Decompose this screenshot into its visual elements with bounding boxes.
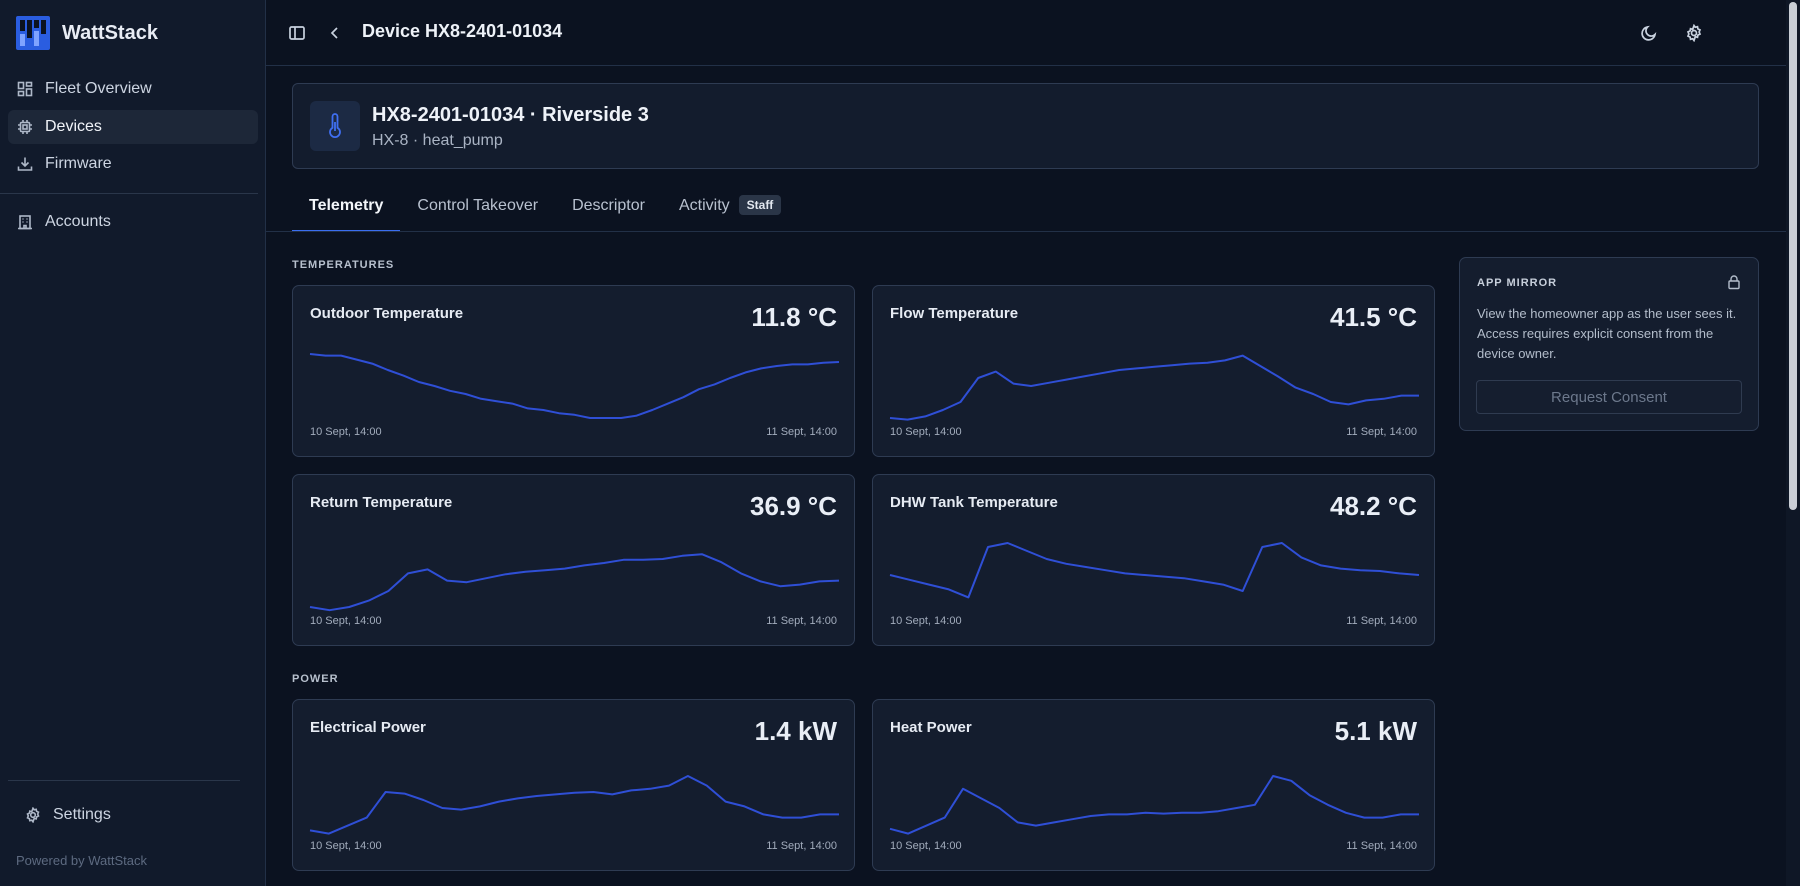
sidebar-item-label: Accounts bbox=[45, 213, 111, 230]
device-title: HX8-2401-01034 · Riverside 3 bbox=[372, 104, 649, 126]
section-title-power: POWER bbox=[292, 673, 339, 685]
sparkline-chart bbox=[890, 535, 1419, 615]
gear-icon bbox=[26, 807, 40, 823]
metric-card-flow-temperature[interactable]: Flow Temperature 41.5 °C 10 Sept, 14:00 … bbox=[872, 285, 1435, 457]
range-end-label: 11 Sept, 14:00 bbox=[1346, 426, 1417, 438]
metric-title: Flow Temperature bbox=[890, 305, 1019, 322]
sidebar-item-fleet-overview[interactable]: Fleet Overview bbox=[8, 72, 258, 106]
range-start-label: 10 Sept, 14:00 bbox=[310, 426, 382, 438]
powered-by: Powered by WattStack bbox=[16, 853, 148, 868]
metric-card-heat-power[interactable]: Heat Power 5.1 kW 10 Sept, 14:00 11 Sept… bbox=[872, 699, 1435, 871]
series-line bbox=[890, 776, 1419, 834]
app-name: WattStack bbox=[62, 21, 158, 44]
metric-card-return-temperature[interactable]: Return Temperature 36.9 °C 10 Sept, 14:0… bbox=[292, 474, 855, 646]
range-end-label: 11 Sept, 14:00 bbox=[766, 615, 837, 627]
tab-label: Telemetry bbox=[309, 197, 384, 214]
sidebar-item-firmware[interactable]: Firmware bbox=[8, 147, 258, 181]
sidebar-item-accounts[interactable]: Accounts bbox=[8, 205, 258, 239]
brand[interactable]: WattStack bbox=[16, 16, 158, 50]
device-header-card: HX8-2401-01034 · Riverside 3 HX-8 · heat… bbox=[292, 83, 1759, 169]
series-line bbox=[310, 776, 839, 834]
download-icon bbox=[17, 157, 33, 171]
device-tabs: Telemetry Control Takeover Descriptor Ac… bbox=[292, 184, 798, 232]
page-title: Device HX8-2401-01034 bbox=[362, 21, 563, 41]
range-start-label: 10 Sept, 14:00 bbox=[890, 615, 962, 627]
building-icon bbox=[18, 215, 32, 230]
app-mirror-description: View the homeowner app as the user sees … bbox=[1477, 306, 1737, 361]
sidebar-item-label: Devices bbox=[45, 117, 102, 135]
request-consent-button[interactable]: Request Consent bbox=[1476, 380, 1742, 414]
sidebar-item-label: Settings bbox=[53, 806, 111, 823]
sparkline-chart bbox=[310, 760, 839, 840]
thermometer-icon bbox=[310, 101, 360, 151]
series-line bbox=[890, 356, 1419, 420]
tab-label: Control Takeover bbox=[417, 197, 539, 214]
gear-icon bbox=[1686, 24, 1702, 42]
range-end-label: 11 Sept, 14:00 bbox=[1346, 840, 1417, 852]
sidebar-item-devices[interactable]: Devices bbox=[8, 109, 258, 144]
metric-card-electrical-power[interactable]: Electrical Power 1.4 kW 10 Sept, 14:00 1… bbox=[292, 699, 855, 871]
chip-icon bbox=[18, 119, 32, 134]
sidebar-item-settings[interactable]: Settings bbox=[16, 798, 246, 832]
range-end-label: 11 Sept, 14:00 bbox=[1346, 615, 1417, 627]
tab-activity[interactable]: Activity Staff bbox=[662, 184, 798, 232]
footer-divider bbox=[8, 780, 240, 781]
metric-card-outdoor-temperature[interactable]: Outdoor Temperature 11.8 °C 10 Sept, 14:… bbox=[292, 285, 855, 457]
metric-title: Electrical Power bbox=[310, 719, 426, 736]
metric-title: DHW Tank Temperature bbox=[890, 494, 1058, 511]
sparkline-chart bbox=[890, 346, 1419, 426]
range-start-label: 10 Sept, 14:00 bbox=[890, 426, 962, 438]
section-title-temperatures: TEMPERATURES bbox=[292, 259, 395, 271]
chevron-left-icon bbox=[330, 27, 338, 39]
dashboard-icon bbox=[17, 81, 33, 97]
metric-value: 5.1 kW bbox=[1334, 716, 1417, 746]
page-scrollbar[interactable] bbox=[1786, 0, 1800, 886]
range-start-label: 10 Sept, 14:00 bbox=[310, 615, 382, 627]
metric-value: 1.4 kW bbox=[754, 716, 837, 746]
nav-divider bbox=[0, 193, 258, 194]
metric-value: 41.5 °C bbox=[1329, 302, 1417, 332]
device-subtitle: HX-8 · heat_pump bbox=[372, 132, 503, 149]
series-line bbox=[890, 543, 1419, 597]
staff-badge: Staff bbox=[738, 195, 782, 215]
range-start-label: 10 Sept, 14:00 bbox=[310, 840, 382, 852]
range-start-label: 10 Sept, 14:00 bbox=[890, 840, 962, 852]
app-mirror-panel: APP MIRROR View the homeowner app as the… bbox=[1459, 257, 1759, 431]
sidebar-toggle-icon bbox=[289, 26, 305, 40]
tabs-divider bbox=[266, 231, 1786, 232]
metric-title: Return Temperature bbox=[310, 494, 453, 511]
tab-telemetry[interactable]: Telemetry bbox=[292, 184, 401, 232]
theme-toggle-button[interactable] bbox=[1638, 22, 1660, 44]
tab-label: Activity bbox=[678, 197, 730, 214]
range-end-label: 11 Sept, 14:00 bbox=[766, 840, 837, 852]
topbar: Device HX8-2401-01034 bbox=[266, 0, 1786, 66]
settings-button[interactable] bbox=[1683, 22, 1705, 44]
metric-title: Outdoor Temperature bbox=[310, 305, 464, 322]
tab-control-takeover[interactable]: Control Takeover bbox=[400, 184, 555, 232]
sparkline-chart bbox=[890, 760, 1419, 840]
app-mirror-title: APP MIRROR bbox=[1477, 277, 1558, 289]
lock-icon bbox=[1728, 275, 1740, 290]
sidebar-item-label: Firmware bbox=[45, 155, 112, 172]
tab-descriptor[interactable]: Descriptor bbox=[555, 184, 662, 232]
metric-value: 11.8 °C bbox=[751, 302, 837, 332]
series-line bbox=[310, 354, 839, 418]
moon-icon bbox=[1641, 25, 1657, 41]
sidebar-nav: Fleet Overview Devices Firmware Accounts bbox=[0, 72, 258, 243]
metric-value: 36.9 °C bbox=[749, 491, 837, 521]
series-line bbox=[310, 554, 839, 610]
wattstack-logo-icon bbox=[16, 16, 50, 50]
back-button[interactable] bbox=[324, 22, 346, 44]
scrollbar-thumb[interactable] bbox=[1789, 2, 1797, 510]
sidebar-toggle-button[interactable] bbox=[286, 22, 308, 44]
metric-card-dhw-tank-temperature[interactable]: DHW Tank Temperature 48.2 °C 10 Sept, 14… bbox=[872, 474, 1435, 646]
metric-value: 48.2 °C bbox=[1329, 491, 1417, 521]
sparkline-chart bbox=[310, 535, 839, 615]
range-end-label: 11 Sept, 14:00 bbox=[766, 426, 837, 438]
metric-title: Heat Power bbox=[890, 719, 972, 736]
sparkline-chart bbox=[310, 346, 839, 426]
tab-label: Descriptor bbox=[572, 197, 645, 214]
sidebar-item-label: Fleet Overview bbox=[45, 80, 152, 97]
sidebar: WattStack Fleet Overview Devices Firmwar… bbox=[0, 0, 266, 886]
